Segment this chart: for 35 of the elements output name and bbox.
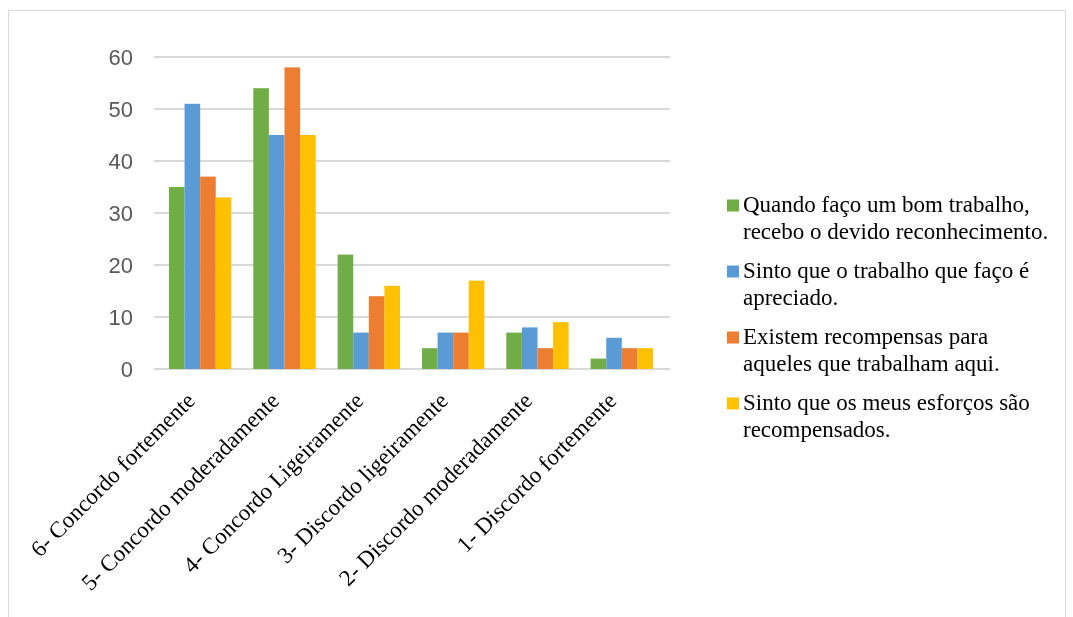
bar [453, 332, 469, 369]
y-tick-label: 50 [108, 96, 133, 122]
bar [353, 332, 369, 369]
bar [300, 135, 316, 369]
legend-label: Existem recompensas para aqueles que trabalham aqui. [743, 324, 1000, 376]
y-tick-label: 0 [120, 356, 133, 382]
legend-label: Sinto que o trabalho que faço é apreciado. [743, 258, 1030, 310]
bar [537, 348, 554, 369]
bar [637, 348, 654, 369]
bar [215, 197, 232, 369]
bar [200, 176, 216, 369]
bar [468, 280, 485, 369]
bar [337, 254, 354, 369]
bar [421, 348, 438, 369]
bar [590, 358, 607, 369]
bar [506, 332, 522, 369]
bar [268, 135, 285, 369]
bar [253, 88, 269, 369]
bar [168, 187, 185, 369]
bar [621, 348, 638, 369]
bar [606, 337, 622, 369]
legend-label: Quando faço um bom trabalho, recebo o devido reconhecimento. [743, 192, 1049, 244]
bar [437, 332, 454, 369]
bar [284, 67, 301, 369]
legend-label: Sinto que os meus esforços são recompensados. [743, 390, 1030, 442]
bar [521, 327, 538, 369]
y-tick-label: 30 [108, 200, 133, 226]
y-tick-label: 20 [108, 252, 133, 278]
bar [553, 322, 569, 369]
bar [384, 285, 401, 369]
bar [368, 296, 385, 369]
y-tick-label: 10 [108, 304, 133, 330]
y-tick-label: 40 [108, 148, 133, 174]
bar [184, 103, 201, 369]
y-tick-label: 60 [108, 44, 133, 70]
